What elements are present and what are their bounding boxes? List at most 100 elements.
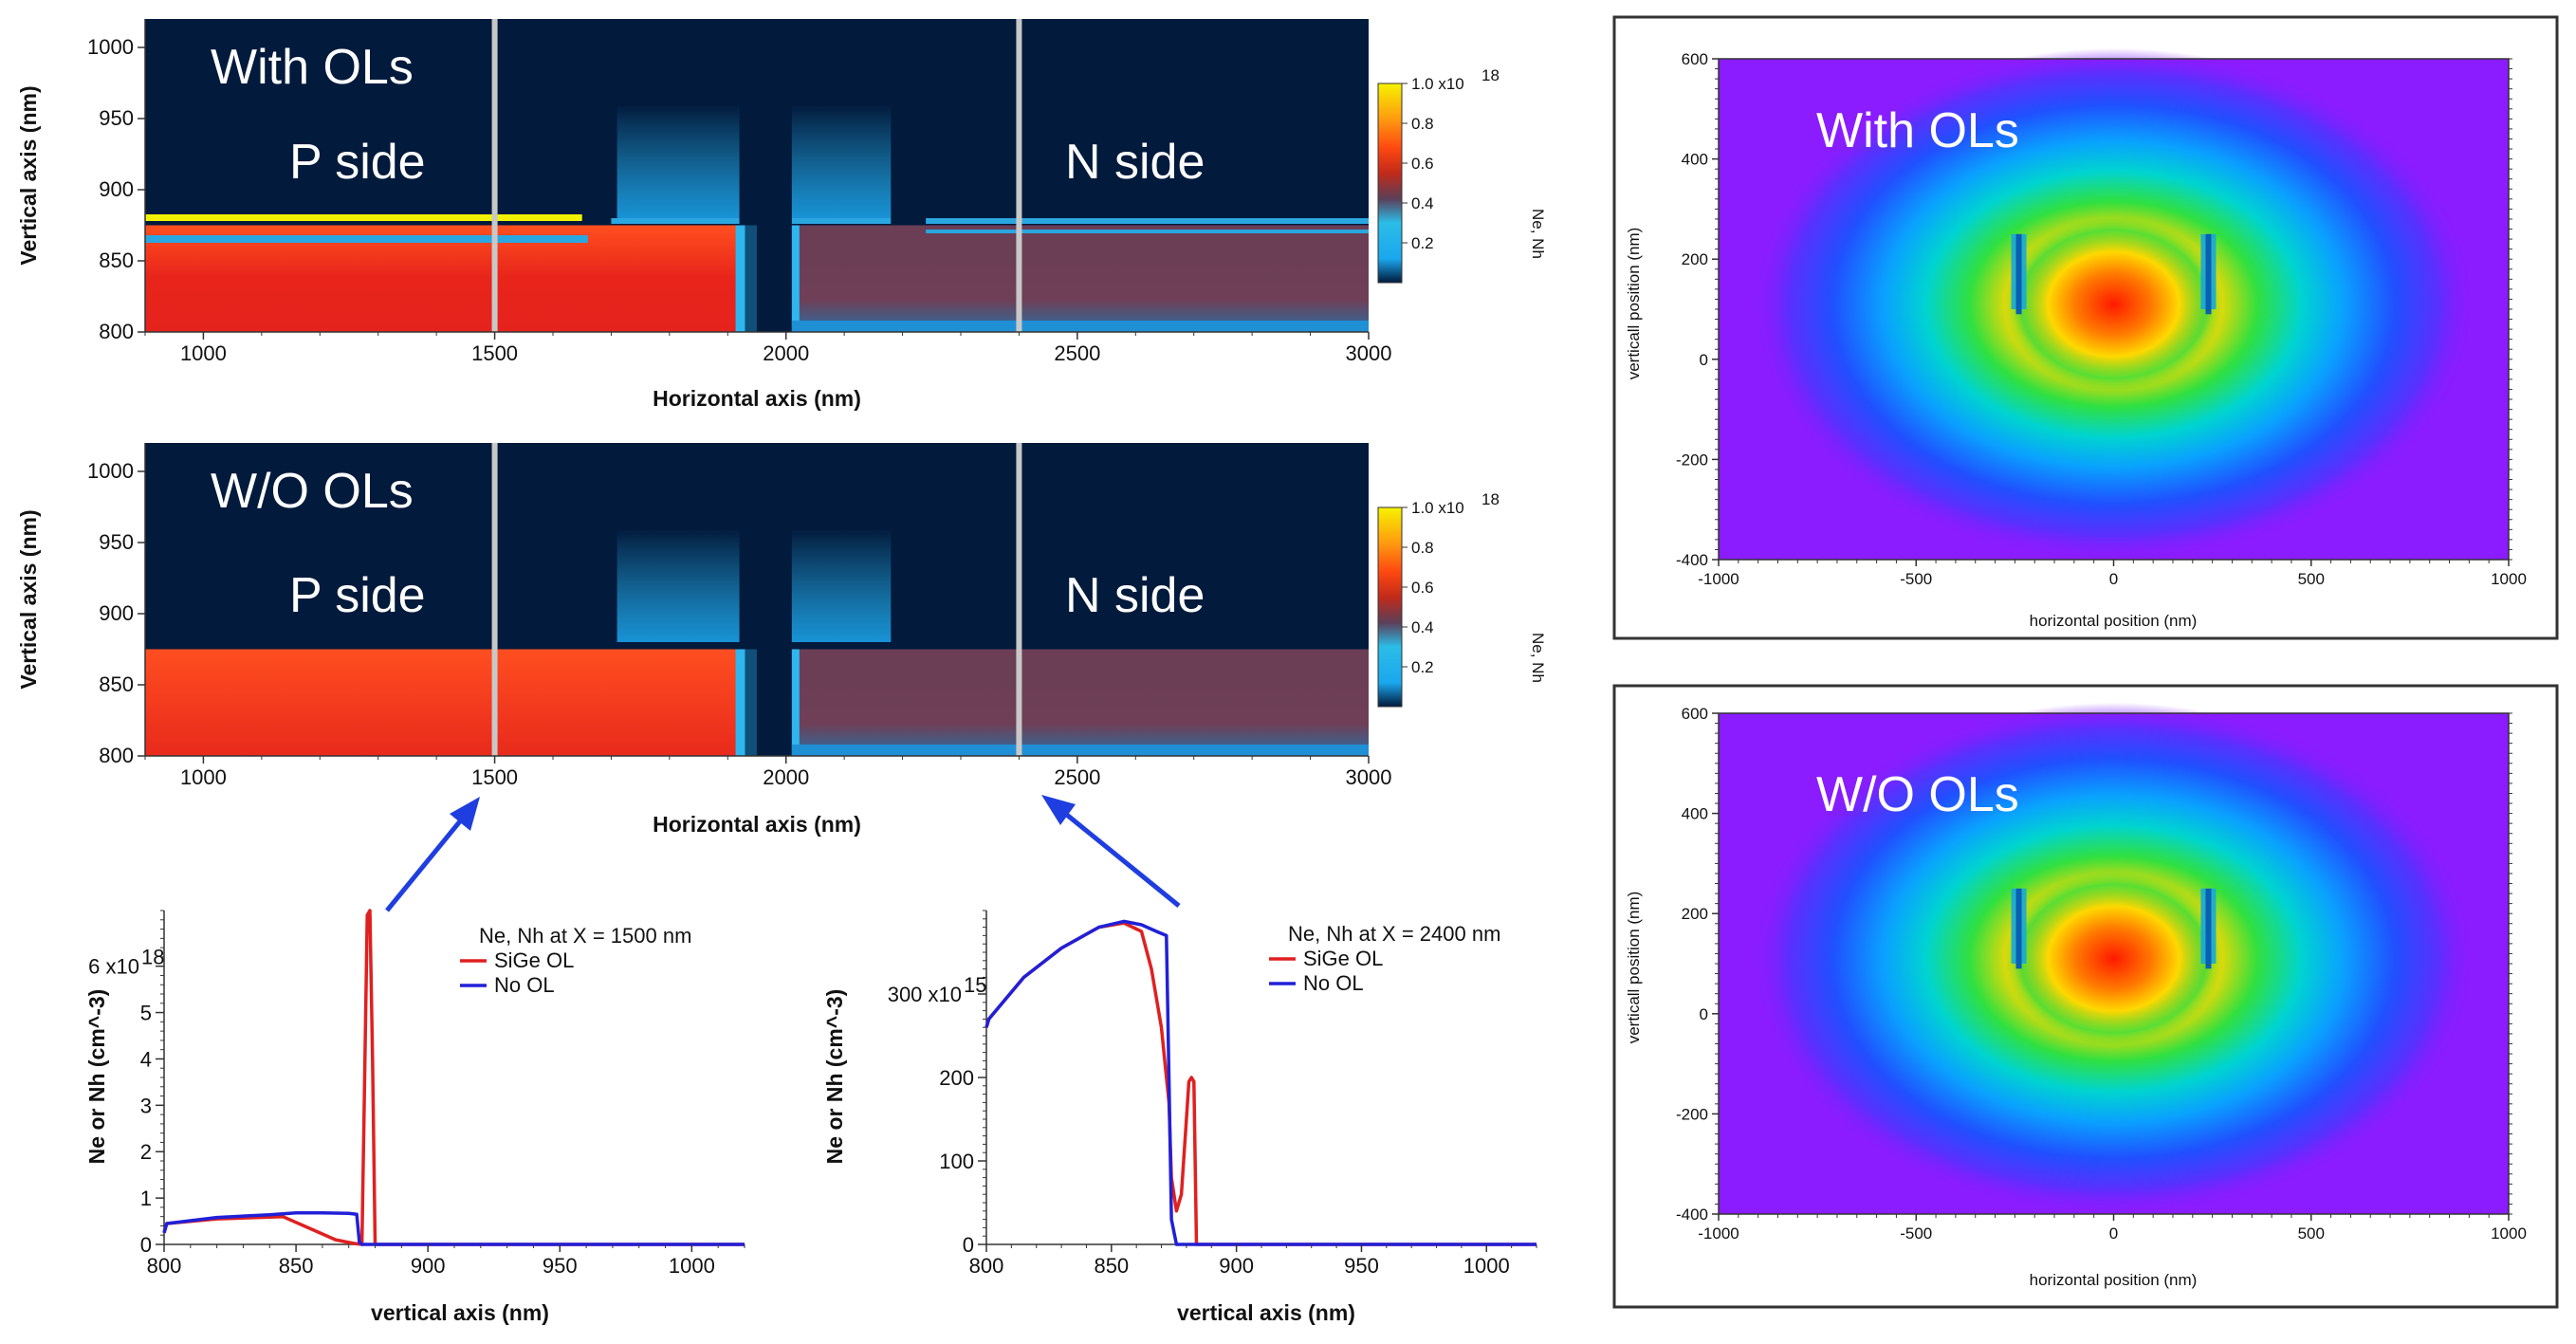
p-edge bbox=[735, 649, 745, 756]
arrow-to-x1500 bbox=[385, 804, 474, 912]
density-map-without-ols: 1000 1500 2000 2500 3000 800 850 900 950 1000 Hor… bbox=[16, 443, 1547, 837]
x-tick-label: 950 bbox=[1344, 1254, 1379, 1278]
colorbar-tick-label: 0.2 bbox=[1411, 658, 1434, 676]
x-tick-label: 1000 bbox=[1463, 1254, 1510, 1278]
x-tick-label: 500 bbox=[2298, 1224, 2325, 1243]
y-tick-label: 850 bbox=[99, 672, 134, 696]
rib-glow-right bbox=[791, 528, 892, 642]
legend-entry: No OL bbox=[494, 973, 555, 997]
series-line-no-ol bbox=[984, 919, 1536, 1246]
y-tick-label: 4 bbox=[140, 1047, 152, 1071]
x-tick-label: -500 bbox=[1900, 570, 1932, 588]
x-tick-label: 1000 bbox=[180, 765, 227, 789]
rib-glow-right bbox=[791, 104, 892, 218]
y-axis-label: verticall position (nm) bbox=[1625, 228, 1643, 380]
x-tick-label: 0 bbox=[2109, 1224, 2118, 1243]
y-tick-label: 0 bbox=[1700, 1005, 1708, 1023]
arrow-head bbox=[450, 797, 480, 831]
y-axis-label: Vertical axis (nm) bbox=[16, 509, 41, 689]
y-tick-label: 5 bbox=[140, 1002, 152, 1025]
y-tick-label: 200 bbox=[1682, 250, 1708, 268]
series-line-sige-ol bbox=[984, 921, 1536, 1246]
legend-entry: SiGe OL bbox=[494, 948, 574, 972]
x-tick-label: 3000 bbox=[1346, 765, 1392, 789]
colorbar-max-exponent: 18 bbox=[1481, 490, 1500, 508]
p-region bbox=[145, 649, 740, 756]
trench-notch-core bbox=[2015, 233, 2022, 315]
colorbar-tick-label: 0.8 bbox=[1411, 115, 1434, 133]
y-tick-label: 0 bbox=[140, 1233, 152, 1257]
colorbar-label: Ne, Nh bbox=[1529, 209, 1547, 259]
x-axis-label: vertical axis (nm) bbox=[1177, 1300, 1355, 1325]
trench-wall bbox=[745, 225, 757, 332]
line-chart-x2400: 800 850 900 950 1000 0 100 200 300 x10 15 vertica… bbox=[822, 910, 1537, 1325]
y-tick-label: -400 bbox=[1676, 551, 1708, 569]
series-line-sige-ol bbox=[162, 909, 745, 1246]
cap-line-n2 bbox=[926, 230, 1369, 233]
n-side-label: N side bbox=[1065, 135, 1205, 190]
y-tick-label: 900 bbox=[99, 177, 134, 201]
trench-notch-core bbox=[2205, 888, 2212, 969]
x-tick-label: 2500 bbox=[1054, 341, 1100, 365]
n-region bbox=[791, 225, 1369, 332]
legend-title: Ne, Nh at X = 1500 nm bbox=[479, 924, 691, 948]
y-tick-label: 950 bbox=[99, 530, 134, 554]
trench-gap bbox=[757, 644, 792, 756]
x-tick-label: 2000 bbox=[763, 765, 809, 789]
cap-line-rib2 bbox=[791, 218, 892, 224]
legend-entry: No OL bbox=[1303, 971, 1364, 995]
overlay-title: With OLs bbox=[211, 40, 414, 95]
colorbar bbox=[1377, 506, 1403, 708]
mode-core bbox=[2004, 871, 2223, 1046]
x-tick-label: 1500 bbox=[471, 341, 518, 365]
mode-core bbox=[2004, 216, 2223, 392]
x-tick-label: 2000 bbox=[763, 341, 809, 365]
y-tick-label: 850 bbox=[99, 249, 134, 272]
y-tick-label: -200 bbox=[1676, 1105, 1708, 1123]
legend-entry: SiGe OL bbox=[1303, 947, 1383, 970]
y-axis-label: Ne or Nh (cm^-3) bbox=[84, 989, 109, 1165]
n-edge bbox=[791, 649, 800, 756]
x-tick-label: 3000 bbox=[1346, 341, 1392, 365]
y-tick-label: -400 bbox=[1676, 1206, 1708, 1224]
x-axis-label: horizontal position (nm) bbox=[2030, 612, 2198, 630]
x-tick-label: 850 bbox=[1094, 1254, 1129, 1278]
colorbar-tick-label: 0.4 bbox=[1411, 618, 1434, 636]
arrow-head bbox=[1041, 795, 1076, 825]
y-tick-label: 200 bbox=[1682, 905, 1708, 923]
x-axis-label: Horizontal axis (nm) bbox=[653, 386, 861, 411]
y-tick-exponent: 15 bbox=[964, 973, 986, 997]
x-tick-label: 1500 bbox=[471, 765, 518, 789]
cut-line bbox=[1016, 443, 1022, 756]
trench-wall bbox=[745, 649, 757, 756]
y-axis-label: verticall position (nm) bbox=[1625, 892, 1643, 1044]
y-tick-label: 0 bbox=[963, 1233, 974, 1257]
trench-notch-core bbox=[2205, 233, 2212, 315]
cut-line bbox=[1016, 19, 1022, 332]
n-bottom-edge bbox=[791, 745, 1369, 756]
line-chart-x1500: 800 850 900 950 1000 0 1 2 3 4 56 x10 18 vertical a… bbox=[84, 909, 745, 1325]
n-region bbox=[791, 649, 1369, 756]
y-tick-label: 600 bbox=[1682, 705, 1708, 723]
x-tick-label: -1000 bbox=[1698, 1224, 1739, 1243]
y-tick-label: 300 x10 bbox=[888, 983, 962, 1006]
x-tick-label: 850 bbox=[279, 1254, 314, 1278]
y-tick-label: 100 bbox=[939, 1150, 974, 1173]
y-tick-label: 1000 bbox=[87, 35, 134, 59]
y-tick-label: 600 bbox=[1682, 50, 1708, 68]
p-side-label: P side bbox=[289, 568, 426, 623]
overlay-title: W/O OLs bbox=[1816, 767, 2019, 822]
mode-profile-without-ols: -1000 -500 0 500 1000 -400 -200 0 200 400 600 hori… bbox=[1612, 684, 2559, 1309]
cut-line bbox=[491, 19, 498, 332]
colorbar-max-exponent: 18 bbox=[1481, 66, 1500, 84]
colorbar-tick-label: 0.4 bbox=[1411, 194, 1434, 212]
cut-line bbox=[491, 443, 498, 756]
x-axis-label: Horizontal axis (nm) bbox=[653, 812, 861, 837]
colorbar bbox=[1377, 83, 1403, 284]
y-tick-label: 200 bbox=[939, 1066, 974, 1090]
colorbar-tick-label: 0.8 bbox=[1411, 539, 1434, 557]
y-tick-label: 1000 bbox=[87, 459, 134, 483]
x-axis-label: vertical axis (nm) bbox=[371, 1300, 549, 1325]
x-tick-label: 2500 bbox=[1054, 765, 1100, 789]
